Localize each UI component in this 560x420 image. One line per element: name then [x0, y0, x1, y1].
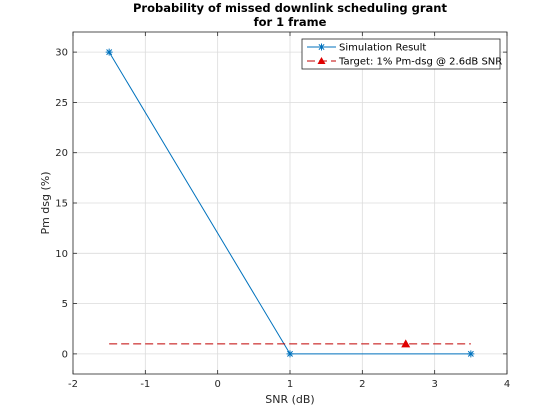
- x-tick-label: 4: [504, 379, 510, 390]
- data-point-marker: [105, 48, 113, 56]
- legend-label-target: Target: 1% Pm-dsg @ 2.6dB SNR: [338, 57, 502, 68]
- chart-title-line-2: for 1 frame: [254, 15, 327, 29]
- asterisk-stroke: [106, 49, 113, 56]
- legend-box: [301, 38, 501, 70]
- y-tick-label: 20: [55, 148, 68, 159]
- data-point-marker: [286, 350, 294, 358]
- y-tick-label: 5: [62, 299, 68, 310]
- legend-marker-simulation: [318, 43, 325, 51]
- y-tick-label: 25: [55, 98, 68, 109]
- plot-content: [105, 48, 475, 358]
- data-point-marker: [467, 350, 475, 358]
- x-tick-label: 2: [359, 379, 365, 390]
- x-tick-label: 0: [214, 379, 220, 390]
- y-tick-label: 0: [62, 349, 68, 360]
- legend: Simulation Result Target: 1% Pm-dsg @ 2.…: [301, 38, 502, 70]
- y-tick-label: 10: [55, 249, 68, 260]
- asterisk-stroke: [318, 44, 325, 50]
- ticks: -2 -1 0 1 2 3 4 0 5 10 15 20 25 30: [55, 32, 510, 390]
- target-marker: [401, 339, 411, 348]
- x-axis-label: SNR (dB): [265, 393, 314, 406]
- y-axis-label: Pm dsg (%): [39, 171, 52, 234]
- chart-title-line-1: Probability of missed downlink schedulin…: [133, 1, 447, 15]
- x-tick-label: 3: [431, 379, 437, 390]
- asterisk-stroke: [287, 350, 293, 357]
- legend-asterisk: [318, 43, 325, 51]
- legend-marker-target: [317, 57, 326, 64]
- x-tick-label: -2: [68, 379, 78, 390]
- grid: [72, 32, 508, 374]
- asterisk-stroke: [467, 350, 474, 357]
- x-tick-label: -1: [140, 379, 150, 390]
- legend-label-simulation: Simulation Result: [339, 43, 426, 54]
- y-tick-label: 15: [55, 199, 68, 210]
- x-tick-label: 1: [287, 379, 293, 390]
- y-tick-label: 30: [55, 48, 68, 59]
